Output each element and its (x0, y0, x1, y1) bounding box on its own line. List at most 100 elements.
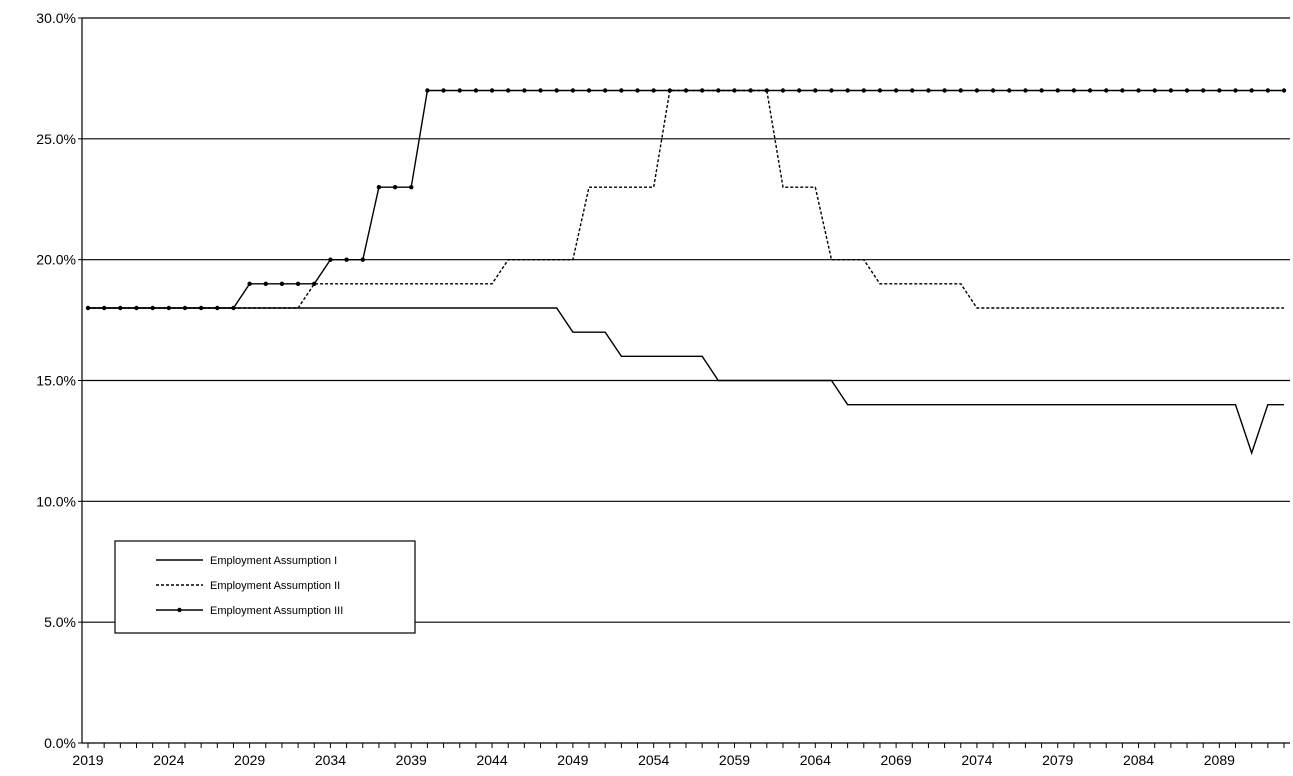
series-3-point (893, 88, 899, 93)
y-tick-label: 25.0% (36, 131, 76, 147)
x-tick-label: 2074 (961, 752, 992, 768)
series-3-point (1184, 88, 1190, 93)
series-3-point (441, 88, 446, 93)
series-3-point (1055, 88, 1060, 93)
x-tick-label: 2069 (881, 752, 912, 768)
horizontal-gridlines (82, 17, 1290, 623)
series-3-point (1152, 88, 1157, 93)
x-tick-label: 2039 (396, 752, 427, 768)
y-tick-label: 5.0% (44, 614, 76, 630)
series-3-point (1136, 88, 1141, 93)
y-tick-label: 0.0% (44, 735, 76, 751)
series-3-point (506, 88, 511, 93)
legend-label-3: Employment Assumption III (210, 605, 343, 617)
series-3-point (1104, 88, 1109, 93)
series-3-point (1007, 88, 1012, 93)
series-line-3 (88, 89, 1284, 309)
series-3-point (926, 88, 931, 93)
series-3-point (619, 88, 624, 93)
legend-box (114, 540, 416, 634)
x-tick-label: 2084 (1123, 752, 1154, 768)
y-tick-label: 10.0% (36, 493, 76, 509)
series-3-point (489, 88, 495, 93)
series-3-point (1233, 88, 1238, 93)
series-3-point (473, 88, 479, 93)
series-3-point (813, 88, 818, 93)
series-3-point (861, 88, 866, 93)
x-tick-label: 2029 (234, 752, 265, 768)
series-3-point (522, 88, 527, 93)
y-tick-label: 20.0% (36, 252, 76, 268)
series-3-point (1265, 88, 1271, 93)
axes: 0.0% 5.0% 10.0% 15.0% 20.0% 25.0% 30.0% 2019 202… (36, 10, 1290, 768)
series-3-point (780, 88, 786, 93)
x-tick-label: 2019 (72, 752, 103, 768)
series-3-point (85, 305, 91, 311)
series-layer (85, 88, 1287, 456)
series-3-point (134, 305, 139, 311)
series-3-point (295, 281, 301, 287)
series-3-point (279, 281, 285, 287)
legend-label-1: Employment Assumption I (210, 555, 337, 567)
series-3-point (182, 305, 188, 311)
series-3-point (1217, 88, 1222, 93)
series-3-point (942, 88, 947, 93)
x-tick-label: 2034 (315, 752, 346, 768)
x-tick-label: 2089 (1204, 752, 1235, 768)
x-tick-label: 2054 (638, 752, 669, 768)
series-3-point (1200, 88, 1206, 93)
series-3-point (958, 88, 963, 93)
series-3-point (1249, 88, 1254, 93)
series-3-point (150, 305, 155, 311)
series-3-point (829, 88, 834, 93)
series-3-point (683, 88, 689, 93)
series-3-point (166, 305, 172, 311)
series-3-point (1071, 88, 1077, 93)
series-3-point (635, 88, 640, 93)
legend-marker-3 (177, 607, 182, 613)
series-3-point (796, 88, 802, 93)
series-3-point (101, 305, 107, 311)
series-3-point (198, 305, 204, 311)
series-3-point (1023, 88, 1028, 93)
x-tick-label: 2024 (153, 752, 184, 768)
x-tick-label: 2079 (1042, 752, 1073, 768)
legend-label-2: Employment Assumption II (210, 580, 340, 592)
series-3-point (1120, 88, 1125, 93)
series-line-1 (88, 307, 1284, 456)
series-3-point (457, 88, 462, 93)
series-3-point (263, 281, 268, 287)
series-3-point (764, 88, 770, 93)
series-3-point (910, 88, 915, 93)
series-3-point (1087, 88, 1093, 93)
series-3-point (1168, 88, 1174, 93)
series-3-point (554, 88, 559, 93)
series-3-point (1281, 88, 1287, 93)
series-3-point (409, 184, 414, 190)
series-3-point (699, 88, 705, 93)
series-3-point (586, 88, 592, 93)
y-tick-label: 30.0% (36, 10, 76, 26)
series-3-point (247, 281, 252, 287)
x-tick-label: 2064 (800, 752, 831, 768)
x-tick-label: 2049 (557, 752, 588, 768)
series-3-point (570, 88, 576, 93)
series-3-point (716, 88, 721, 93)
series-3-point (425, 88, 430, 93)
series-3-point (974, 88, 980, 93)
series-3-point (328, 257, 333, 262)
series-3-point (231, 305, 236, 311)
series-3-point (877, 88, 883, 93)
legend: Employment Assumption I Employment Assump… (114, 540, 416, 634)
x-tick-label: 2044 (476, 752, 507, 768)
series-3-point (118, 305, 123, 311)
series-3-point (392, 184, 398, 190)
series-3-point (667, 88, 673, 93)
series-3-point (845, 88, 850, 93)
series-3-point (602, 88, 608, 93)
series-3-point (312, 281, 317, 287)
series-3-point (538, 88, 543, 93)
series-3-point (344, 257, 349, 262)
x-tick-label: 2059 (719, 752, 750, 768)
series-3-point (360, 257, 365, 262)
